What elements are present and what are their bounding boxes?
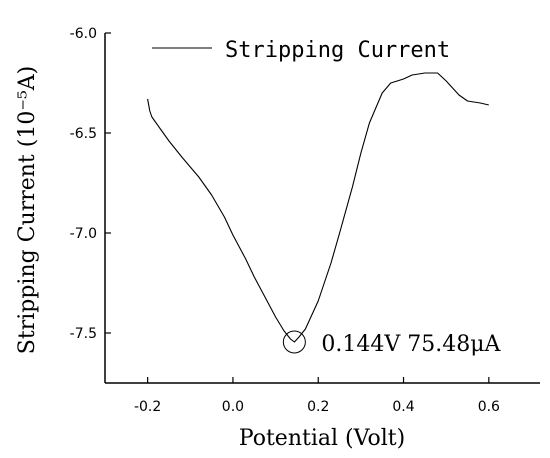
y-axis-title: Stripping Current (10⁻⁵A) [15, 66, 40, 354]
minimum-point-annotation: 0.144V 75.48μA [321, 332, 501, 357]
minimum-point-marker [282, 330, 306, 354]
legend-label: Stripping Current [225, 38, 450, 63]
y-ticks: -6.0 -6.5 -7.0 -7.5 [70, 26, 111, 342]
y-tick-label: -7.0 [70, 226, 97, 242]
legend: Stripping Current [152, 38, 450, 63]
y-tick-label: -7.5 [70, 326, 97, 342]
annotation-layer: 0.144V 75.48μA [282, 330, 501, 357]
x-tick-label: 0.6 [478, 399, 500, 415]
x-tick-label: -0.2 [134, 399, 161, 415]
x-axis-title: Potential (Volt) [239, 426, 405, 451]
x-tick-label: 0.4 [392, 399, 414, 415]
plot-frame [104, 33, 540, 384]
series-layer [147, 72, 489, 343]
y-tick-label: -6.0 [70, 26, 97, 42]
series-line-stripping-current [147, 72, 489, 343]
x-tick-label: 0.2 [307, 399, 329, 415]
y-tick-label: -6.5 [70, 126, 97, 142]
x-ticks: -0.2 0.0 0.2 0.4 0.6 [134, 377, 500, 415]
x-tick-label: 0.0 [222, 399, 244, 415]
